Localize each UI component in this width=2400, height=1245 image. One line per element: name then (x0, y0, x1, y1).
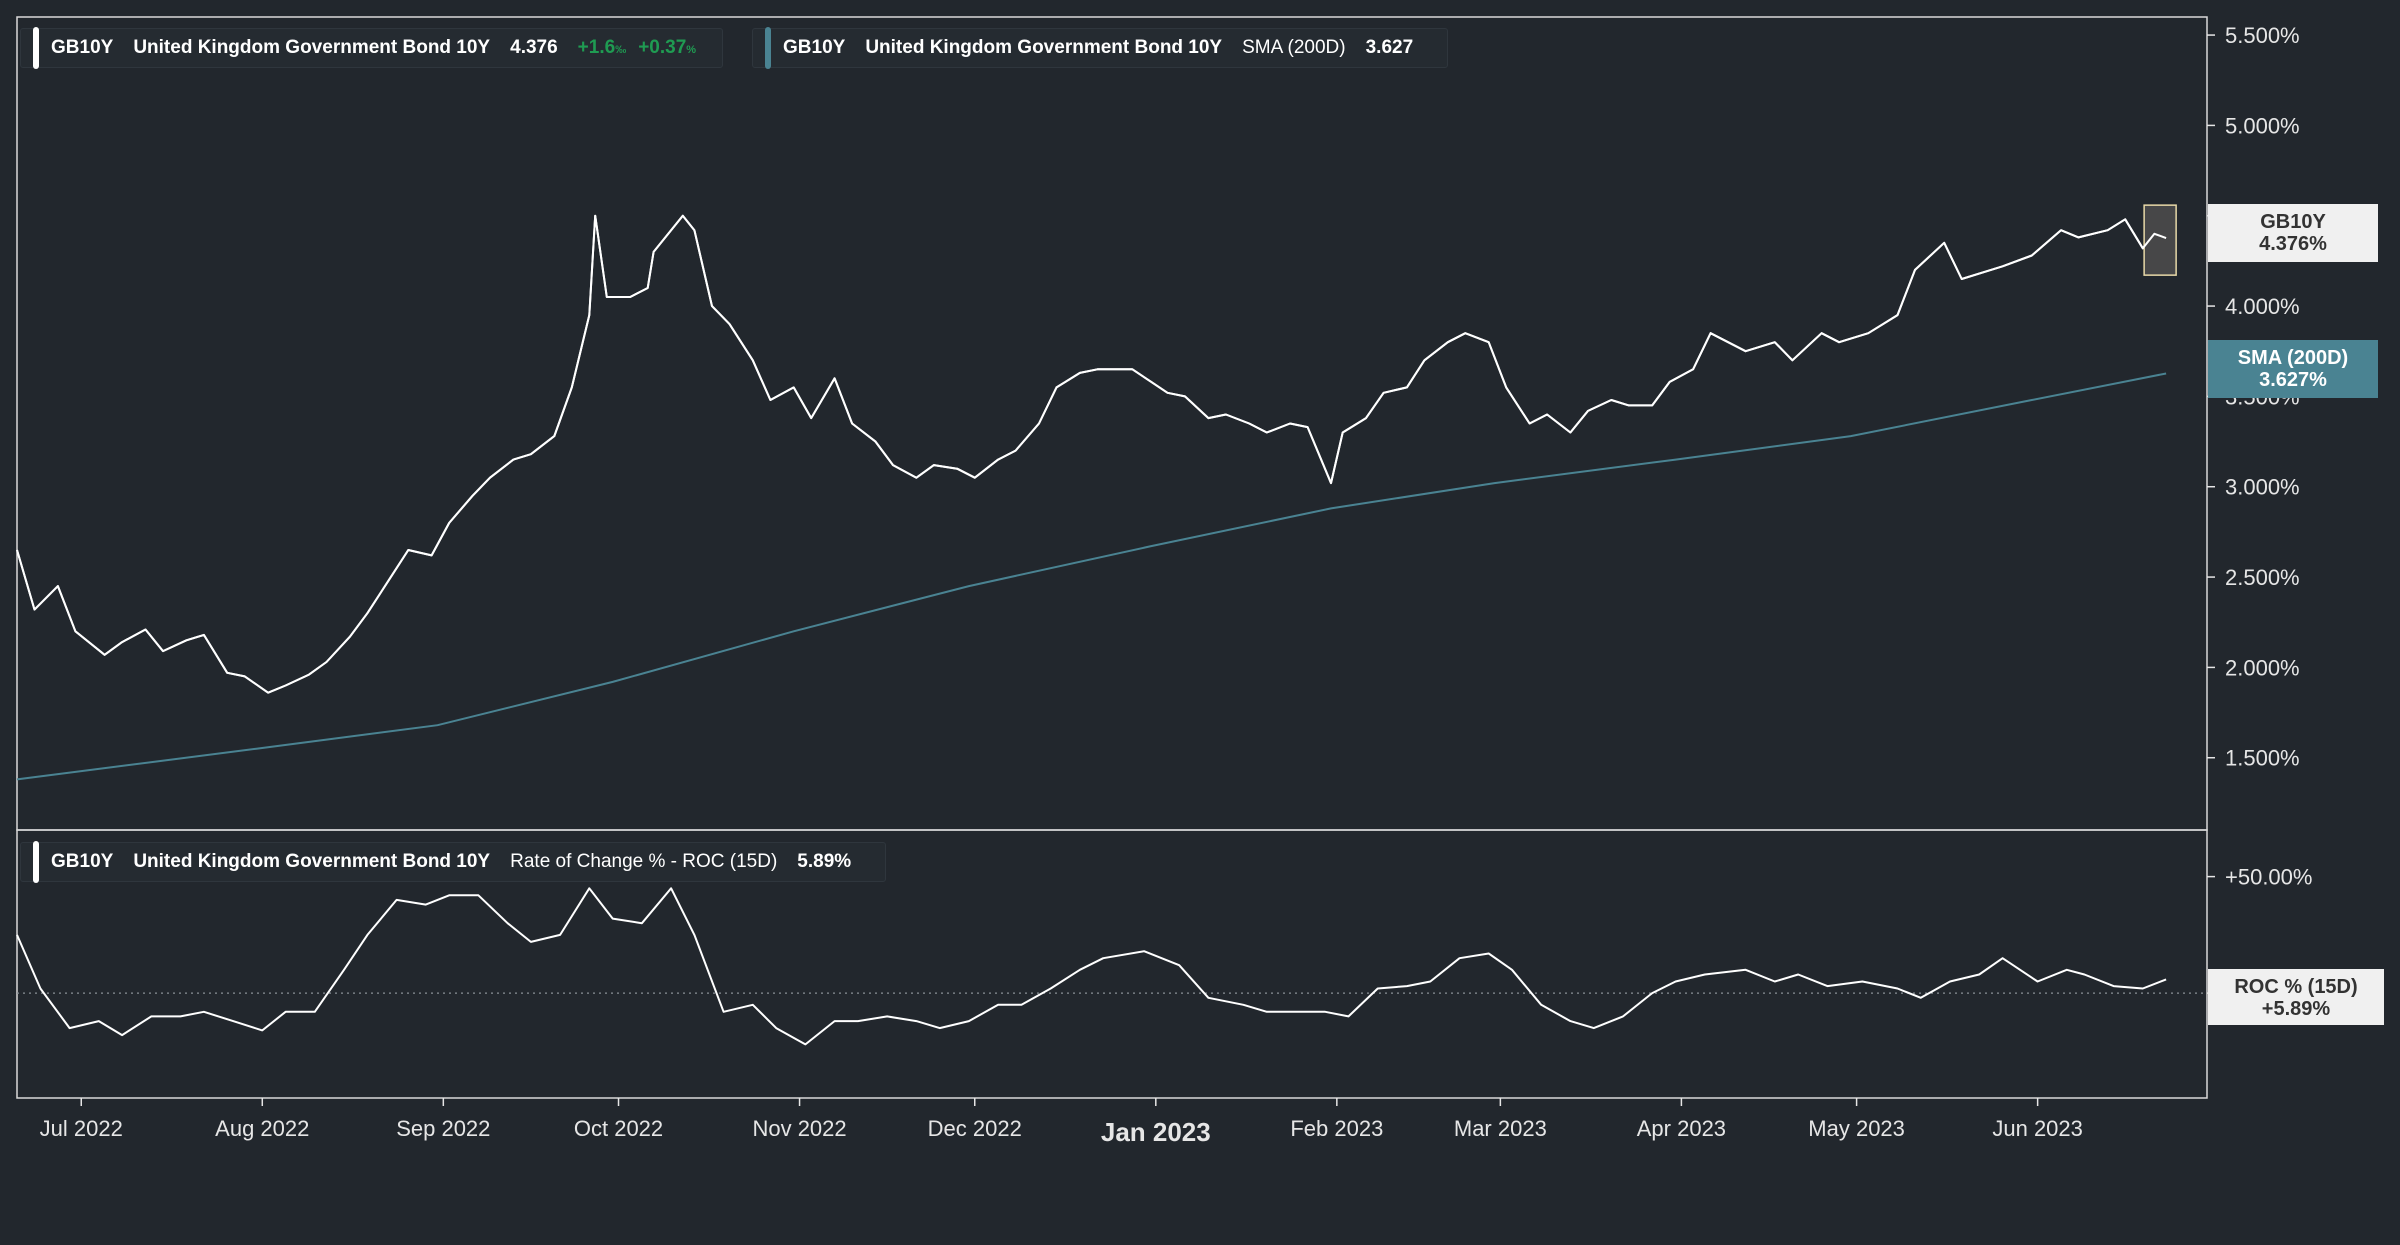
main-y-tick-label: 2.000% (2225, 655, 2300, 680)
sma-tag-title: SMA (200D) (2237, 347, 2349, 369)
legend-sma-symbol: GB10Y (783, 37, 846, 58)
price-series-line (16, 214, 2167, 694)
roc-value-tag: ROC % (15D) +5.89% (2208, 969, 2384, 1025)
legend-price-change-pct: +0.37% (638, 37, 697, 58)
x-tick-label: Dec 2022 (928, 1116, 1022, 1141)
main-y-tick-label: 2.500% (2225, 565, 2300, 590)
legend-roc-indicator: Rate of Change % - ROC (15D) (510, 851, 778, 872)
x-tick-label: Nov 2022 (752, 1116, 846, 1141)
main-series-group (16, 204, 2177, 781)
legend-price-swatch (33, 27, 39, 69)
sma-series-line (16, 372, 2167, 781)
x-tick-label: Oct 2022 (574, 1116, 663, 1141)
x-tick-label: Feb 2023 (1290, 1116, 1383, 1141)
roc-y-tick-label: +50.00% (2225, 865, 2312, 890)
legend-roc-symbol: GB10Y (51, 851, 114, 872)
x-tick-label: Jun 2023 (1992, 1116, 2083, 1141)
legend-sma-swatch (765, 27, 771, 69)
legend-price-value: 4.376 (510, 37, 558, 58)
sma-tag-value: 3.627% (2259, 369, 2327, 391)
roc-series-group (16, 887, 2207, 1046)
legend-price-symbol: GB10Y (51, 37, 114, 58)
main-y-tick-label: 4.000% (2225, 294, 2300, 319)
x-tick-label: May 2023 (1808, 1116, 1905, 1141)
x-axis: Jul 2022 Aug 2022 Sep 2022 Oct 2022 Nov 2022… (40, 1098, 2083, 1147)
roc-tag-value: +5.89% (2261, 998, 2331, 1020)
legend-sma-name: United Kingdom Government Bond 10Y (865, 37, 1223, 58)
main-y-tick-label: 5.500% (2225, 23, 2300, 48)
x-tick-label: Sep 2022 (396, 1116, 490, 1141)
legend-price-name: United Kingdom Government Bond 10Y (133, 37, 491, 58)
legend-sma-value: 3.627 (1365, 37, 1414, 58)
legend-roc-swatch (33, 841, 39, 883)
price-tag-title: GB10Y (2260, 211, 2326, 233)
roc-tag-title: ROC % (15D) (2234, 976, 2358, 998)
main-y-tick-label: 3.000% (2225, 475, 2300, 500)
main-y-tick-label: 5.000% (2225, 113, 2300, 138)
last-price-highlight (2143, 204, 2177, 276)
sma-value-tag: SMA (200D) 3.627% (2208, 340, 2378, 398)
price-series-line-overlay (17, 216, 2166, 693)
price-tag-value: 4.376% (2259, 233, 2327, 255)
main-pane-frame (16, 16, 2208, 831)
legend-price[interactable]: GB10Y United Kingdom Government Bond 10Y… (20, 27, 724, 69)
x-tick-label: Aug 2022 (215, 1116, 309, 1141)
legend-roc-value: 5.89% (797, 851, 852, 872)
x-tick-label: Jan 2023 (1101, 1117, 1211, 1147)
x-tick-label: Apr 2023 (1637, 1116, 1726, 1141)
pane-frames (16, 16, 2208, 1099)
x-tick-label: Mar 2023 (1454, 1116, 1547, 1141)
x-tick-label: Jul 2022 (40, 1116, 123, 1141)
legend-sma[interactable]: GB10Y United Kingdom Government Bond 10Y… (752, 27, 1449, 69)
price-value-tag: GB10Y 4.376% (2208, 204, 2378, 262)
legend-roc-name: United Kingdom Government Bond 10Y (133, 851, 491, 872)
roc-series-line (16, 887, 2167, 1046)
legend-roc[interactable]: GB10Y United Kingdom Government Bond 10Y… (20, 841, 887, 883)
legend-price-change-abs: +1.6‰ (577, 37, 627, 58)
main-y-tick-label: 1.500% (2225, 746, 2300, 771)
legend-sma-indicator: SMA (200D) (1242, 37, 1346, 58)
roc-pane-frame (16, 829, 2208, 1099)
